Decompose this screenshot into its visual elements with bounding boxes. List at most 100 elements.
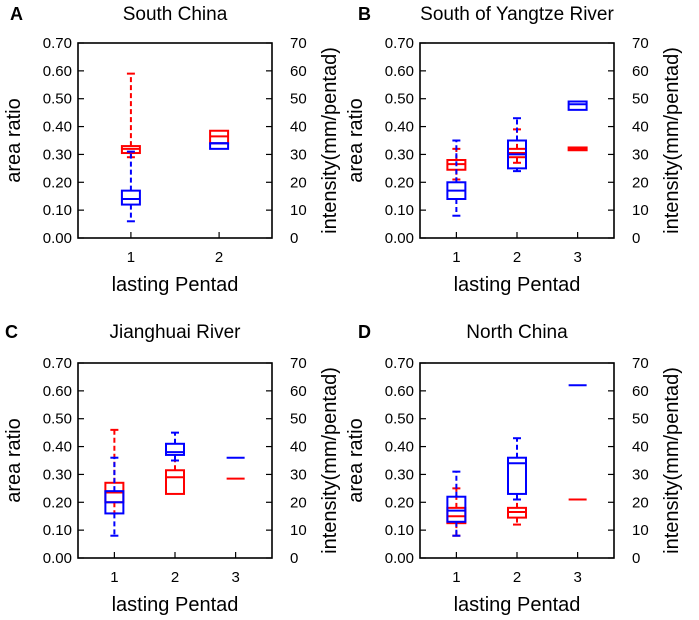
- panel-label: A: [10, 4, 23, 24]
- x-tick-label: 1: [452, 569, 460, 586]
- boxplot-intensity: [507, 437, 527, 501]
- panel-c: C Jianghuai River 0.00 0.10 0.20 0.30 0.40 0.50…: [3, 322, 341, 616]
- x-tick-label: 1: [110, 569, 118, 586]
- boxplot-intensity: [104, 456, 125, 537]
- right-tick-label: 60: [632, 63, 649, 80]
- left-tick-label: 0.70: [43, 355, 72, 372]
- right-tick-label: 70: [290, 355, 307, 372]
- right-tick-label: 40: [632, 439, 649, 456]
- left-tick-label: 0.20: [43, 494, 72, 511]
- boxplot-area: [165, 459, 185, 495]
- right-tick-label: 40: [632, 119, 649, 136]
- left-tick-label: 0.40: [385, 439, 414, 456]
- left-tick-label: 0.10: [385, 522, 414, 539]
- right-tick-label: 0: [632, 550, 640, 567]
- panel-label: B: [358, 4, 371, 24]
- x-axis-label: lasting Pentad: [112, 274, 239, 296]
- panel-a: A South China 0.00 0.10 0.20 0.30 0.40 0.50 0.60…: [3, 4, 341, 296]
- right-axis-label: intensity(mm/pentad): [319, 47, 341, 234]
- right-tick-label: 20: [632, 174, 649, 191]
- right-tick-label: 70: [290, 35, 307, 52]
- right-tick-label: 10: [632, 202, 649, 219]
- right-tick-label: 0: [632, 230, 640, 247]
- left-tick-label: 0.20: [385, 494, 414, 511]
- right-tick-label: 20: [632, 494, 649, 511]
- box-body: [446, 495, 467, 523]
- boxplot-intensity: [507, 117, 527, 173]
- right-tick-label: 70: [632, 35, 649, 52]
- boxplot-intensity: [446, 470, 467, 537]
- panel-title: South China: [123, 4, 228, 25]
- left-tick-label: 0.30: [385, 466, 414, 483]
- right-tick-label: 60: [632, 383, 649, 400]
- right-tick-label: 40: [290, 119, 307, 136]
- left-tick-label: 0.00: [385, 230, 414, 247]
- x-tick-label: 1: [452, 249, 460, 266]
- boxplot-area: [209, 129, 230, 145]
- left-tick-label: 0.20: [385, 174, 414, 191]
- box-body: [165, 469, 185, 495]
- left-tick-label: 0.60: [385, 63, 414, 80]
- right-tick-label: 60: [290, 383, 307, 400]
- left-tick-label: 0.50: [385, 91, 414, 108]
- left-tick-label: 0.60: [43, 63, 72, 80]
- box-body: [567, 100, 588, 111]
- right-tick-label: 40: [290, 439, 307, 456]
- left-tick-label: 0.40: [43, 439, 72, 456]
- left-tick-label: 0.10: [43, 202, 72, 219]
- left-tick-label: 0.00: [385, 550, 414, 567]
- right-tick-label: 60: [290, 63, 307, 80]
- right-tick-label: 70: [632, 355, 649, 372]
- box-body: [165, 442, 185, 456]
- left-axis-label: area ratio: [3, 418, 25, 503]
- boxplot-intensity: [446, 139, 467, 217]
- left-tick-label: 0.00: [43, 230, 72, 247]
- x-axis-label: lasting Pentad: [454, 594, 581, 616]
- x-tick-label: 3: [573, 249, 581, 266]
- right-axis-label: intensity(mm/pentad): [319, 367, 341, 554]
- left-tick-label: 0.00: [43, 550, 72, 567]
- right-tick-label: 30: [290, 146, 307, 163]
- boxplot-intensity: [209, 142, 230, 150]
- left-tick-label: 0.70: [43, 35, 72, 52]
- right-tick-label: 30: [290, 466, 307, 483]
- x-tick-label: 1: [127, 249, 135, 266]
- left-axis-label: area ratio: [345, 98, 367, 183]
- right-tick-label: 20: [290, 174, 307, 191]
- panel-title: North China: [466, 322, 568, 343]
- right-tick-label: 50: [632, 411, 649, 428]
- box-body: [507, 456, 527, 495]
- x-tick-label: 2: [171, 569, 179, 586]
- panel-label: D: [358, 322, 371, 342]
- left-tick-label: 0.70: [385, 355, 414, 372]
- x-axis-label: lasting Pentad: [454, 274, 581, 296]
- right-axis-label: intensity(mm/pentad): [661, 47, 683, 234]
- panel-d: D North China 0.00 0.10 0.20 0.30 0.40 0.50 0.60…: [345, 322, 683, 616]
- right-tick-label: 10: [290, 202, 307, 219]
- right-tick-label: 30: [632, 146, 649, 163]
- right-tick-label: 50: [290, 411, 307, 428]
- panel-b: B South of Yangtze River 0.00 0.10 0.20 0.30 0…: [345, 4, 683, 296]
- left-tick-label: 0.40: [385, 119, 414, 136]
- plot-frame: [419, 362, 615, 559]
- x-axis-label: lasting Pentad: [112, 594, 239, 616]
- right-tick-label: 0: [290, 550, 298, 567]
- left-axis-label: area ratio: [345, 418, 367, 503]
- left-tick-label: 0.70: [385, 35, 414, 52]
- panel-label: C: [5, 322, 18, 342]
- left-tick-label: 0.20: [43, 174, 72, 191]
- boxplot-area: [507, 498, 527, 526]
- left-tick-label: 0.30: [385, 146, 414, 163]
- x-tick-label: 3: [573, 569, 581, 586]
- boxplot-area: [507, 128, 527, 164]
- right-tick-label: 30: [632, 466, 649, 483]
- boxplot-area: [567, 146, 588, 152]
- panel-title: Jianghuai River: [110, 322, 242, 343]
- left-tick-label: 0.60: [43, 383, 72, 400]
- left-tick-label: 0.40: [43, 119, 72, 136]
- x-tick-label: 2: [215, 249, 223, 266]
- x-tick-label: 3: [231, 569, 239, 586]
- left-tick-label: 0.50: [385, 411, 414, 428]
- plot-frame: [77, 42, 273, 239]
